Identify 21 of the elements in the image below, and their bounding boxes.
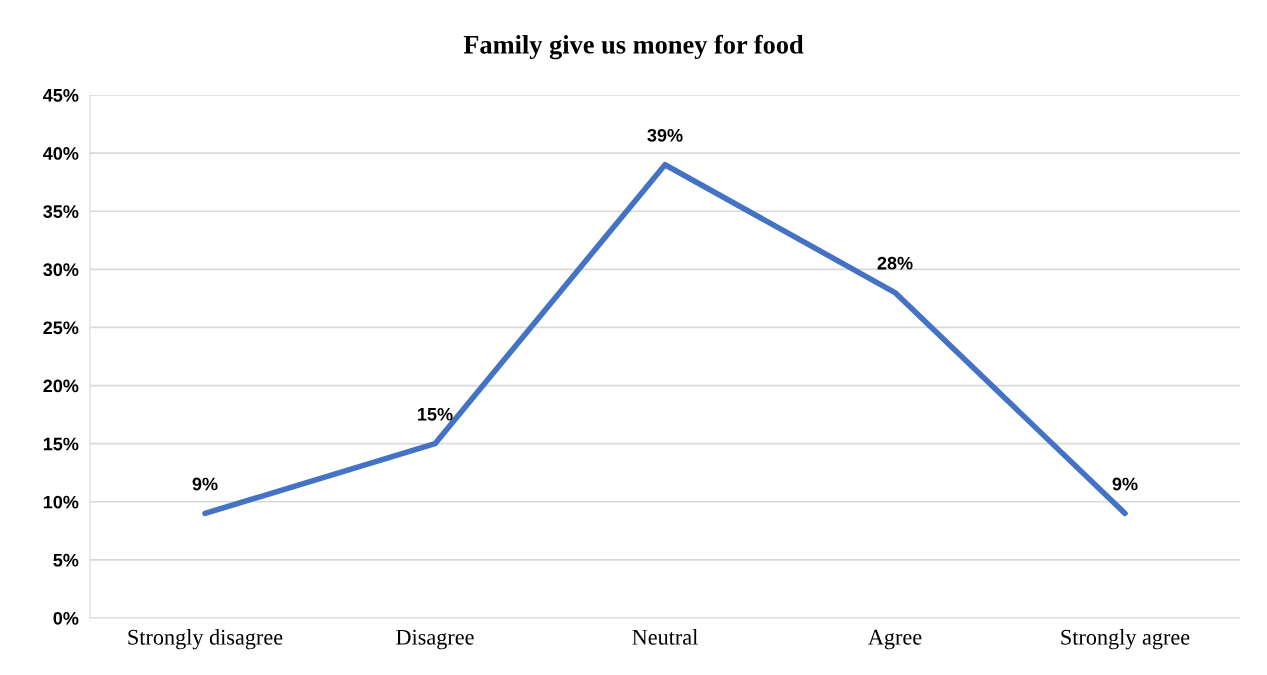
x-tick-label: Disagree [396, 629, 474, 650]
y-tick-label: 0% [53, 611, 79, 625]
data-label: 9% [1112, 477, 1138, 491]
y-tick-label: 5% [53, 553, 79, 567]
y-tick-label: 30% [43, 263, 79, 277]
x-tick-label: Agree [868, 629, 922, 650]
x-tick-label: Neutral [632, 629, 698, 645]
y-tick-label: 15% [43, 437, 79, 451]
y-tick-label: 40% [43, 147, 79, 160]
y-tick-label: 45% [43, 88, 79, 102]
data-label: 9% [192, 477, 218, 491]
data-label: 39% [647, 128, 683, 142]
x-tick-label: Strongly agree [1061, 629, 1190, 650]
data-label: 15% [418, 407, 453, 421]
x-tick-label: Strongly disagree [128, 629, 283, 650]
y-tick-label: 20% [43, 379, 79, 393]
data-label: 28% [877, 256, 913, 270]
y-tick-label: 35% [43, 205, 79, 218]
y-tick-label: 25% [43, 321, 79, 335]
chart-title: Family give us money for food [463, 34, 804, 60]
y-tick-label: 10% [43, 495, 79, 509]
